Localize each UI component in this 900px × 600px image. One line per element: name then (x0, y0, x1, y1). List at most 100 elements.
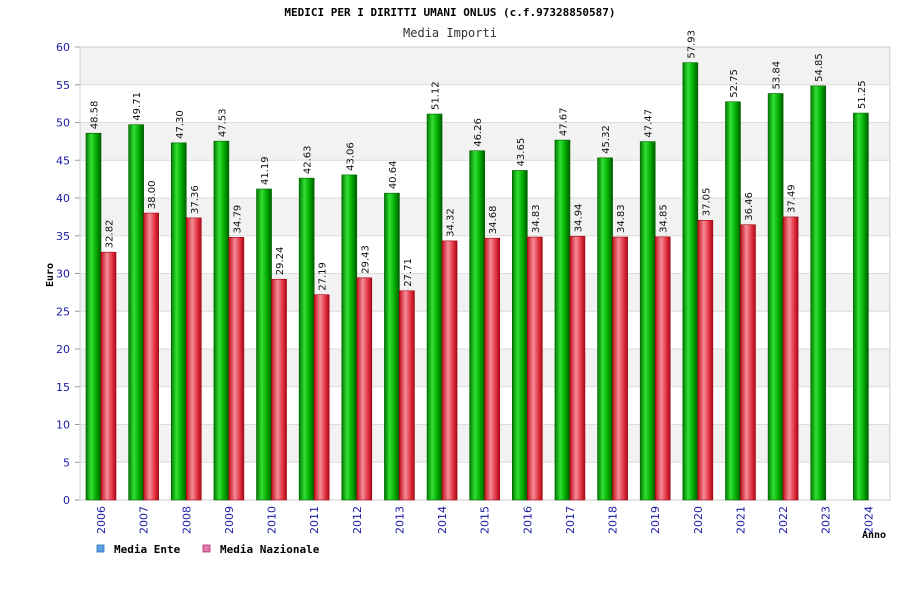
data-label: 53.84 (772, 61, 783, 90)
data-label: 40.64 (388, 161, 399, 190)
bar-media-ente-2023 (810, 85, 827, 501)
data-label: 34.79 (232, 205, 243, 234)
x-tick-label: 2007 (138, 506, 151, 534)
x-tick-label: 2006 (95, 506, 108, 534)
bar-media-nazionale-2022 (782, 216, 799, 501)
x-tick-label: 2023 (820, 506, 833, 534)
bar-media-nazionale-2015 (484, 237, 500, 501)
data-label: 37.05 (701, 188, 712, 217)
x-tick-label: 2020 (692, 506, 705, 534)
bar-media-ente-2015 (469, 150, 485, 501)
y-tick-label: 60 (56, 41, 70, 54)
data-label: 48.58 (90, 101, 101, 130)
data-label: 47.67 (558, 107, 569, 136)
data-label: 47.47 (644, 109, 655, 138)
data-label: 27.19 (318, 262, 329, 291)
bar-media-ente-2008 (170, 142, 187, 501)
bar-media-ente-2021 (725, 101, 741, 501)
x-tick-label: 2018 (607, 506, 620, 534)
x-tick-label: 2024 (862, 506, 875, 534)
data-label: 32.82 (105, 220, 116, 249)
bar-media-nazionale-2012 (356, 277, 373, 501)
chart-subtitle: Media Importi (403, 26, 497, 40)
y-tick-label: 40 (56, 192, 70, 205)
bar-media-nazionale-2007 (143, 212, 159, 501)
x-tick-label: 2016 (521, 506, 534, 534)
y-tick-label: 25 (56, 305, 70, 318)
data-label: 29.24 (275, 247, 286, 276)
y-tick-label: 55 (56, 79, 70, 92)
bar-media-nazionale-2008 (185, 217, 202, 501)
bar-media-ente-2016 (512, 170, 528, 501)
data-label: 57.93 (686, 30, 697, 59)
x-tick-label: 2010 (266, 506, 279, 534)
x-axis-label: Anno (862, 530, 886, 541)
data-label: 27.71 (403, 258, 414, 287)
data-label: 37.36 (190, 185, 201, 214)
bar-media-nazionale-2018 (612, 236, 628, 501)
data-label: 34.68 (488, 206, 499, 235)
legend-label-media-nazionale: Media Nazionale (220, 543, 320, 556)
data-label: 29.43 (360, 245, 371, 274)
data-label: 34.85 (659, 204, 670, 233)
bar-media-ente-2017 (554, 139, 571, 501)
chart-title: MEDICI PER I DIRITTI UMANI ONLUS (c.f.97… (284, 6, 615, 19)
y-tick-label: 35 (56, 230, 70, 243)
bar-media-nazionale-2011 (313, 294, 330, 501)
bar-media-nazionale-2006 (100, 251, 117, 501)
x-tick-label: 2008 (180, 506, 193, 534)
bar-media-ente-2020 (682, 62, 699, 501)
y-tick-label: 50 (56, 117, 70, 130)
x-tick-label: 2014 (436, 506, 449, 534)
plot-band (80, 84, 890, 123)
bar-media-nazionale-2009 (228, 237, 245, 501)
x-tick-label: 2022 (777, 506, 790, 534)
data-label: 49.71 (132, 92, 143, 121)
data-label: 38.00 (147, 180, 158, 209)
data-label: 34.83 (531, 204, 542, 233)
data-label: 47.30 (175, 110, 186, 139)
bars-group: 48.58 32.82 49.71 38.00 47.30 37.36 47.53 34.79… (85, 30, 869, 501)
bar-media-ente-2022 (767, 93, 784, 501)
data-label: 34.32 (446, 208, 457, 237)
bar-media-ente-2014 (426, 113, 443, 501)
data-label: 52.75 (729, 69, 740, 98)
data-label: 45.32 (601, 125, 612, 154)
y-tick-label: 30 (56, 268, 70, 281)
bar-media-ente-2018 (597, 157, 613, 501)
legend: Media Ente Media Nazionale (96, 543, 320, 556)
bar-media-ente-2011 (298, 177, 315, 501)
data-label: 34.83 (616, 204, 627, 233)
y-tick-label: 5 (63, 456, 70, 469)
data-label: 51.12 (431, 81, 442, 110)
bar-media-ente-2024 (853, 112, 869, 501)
bar-media-ente-2013 (384, 192, 400, 501)
bar-media-ente-2007 (128, 124, 144, 501)
y-tick-label: 15 (56, 381, 70, 394)
data-label: 46.26 (473, 118, 484, 147)
plot-band (80, 47, 890, 85)
bar-media-ente-2012 (341, 174, 358, 501)
data-label: 51.25 (857, 80, 868, 109)
x-tick-label: 2012 (351, 506, 364, 534)
bar-media-ente-2006 (85, 132, 102, 501)
data-label: 42.63 (303, 146, 314, 175)
x-tick-label: 2009 (223, 506, 236, 534)
data-label: 41.19 (260, 156, 271, 185)
bar-media-nazionale-2013 (399, 290, 415, 501)
bar-media-ente-2019 (639, 141, 656, 501)
data-label: 36.46 (744, 192, 755, 221)
bar-media-nazionale-2021 (740, 224, 756, 501)
x-tick-label: 2021 (734, 506, 747, 534)
y-axis-label: Euro (45, 263, 56, 287)
legend-swatch-media-ente (96, 544, 105, 553)
data-label: 37.49 (787, 184, 798, 213)
data-label: 43.06 (345, 142, 356, 171)
bar-media-nazionale-2014 (441, 240, 458, 501)
legend-label-media-ente: Media Ente (114, 543, 181, 556)
data-label: 54.85 (814, 53, 825, 82)
x-tick-label: 2015 (479, 506, 492, 534)
x-tick-label: 2019 (649, 506, 662, 534)
x-tick-label: 2017 (564, 506, 577, 534)
